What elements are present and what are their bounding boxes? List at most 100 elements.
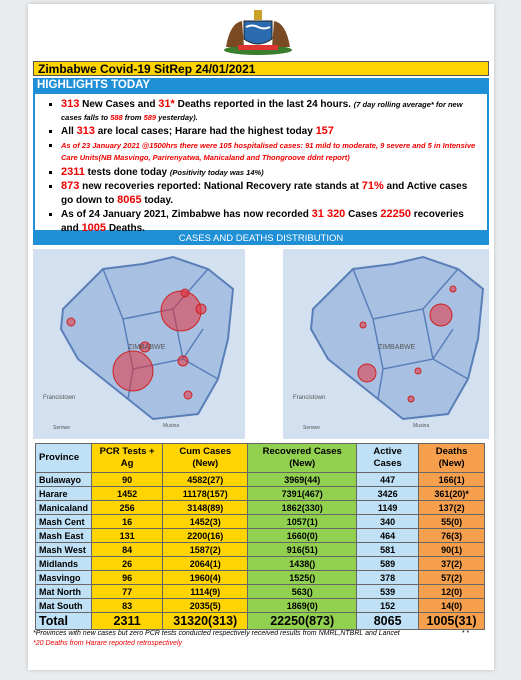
map-label: ZIMBABWE <box>128 344 166 351</box>
table-cell: 1057(1) <box>247 514 358 529</box>
figure: 157 <box>315 125 334 137</box>
text: new recoveries reported: National Recove… <box>79 181 362 192</box>
coat-of-arms <box>224 10 292 55</box>
table-cell: Masvingo <box>34 570 93 585</box>
maps: ZIMBABWE Francistown Musina Serowe ZIMBABWE F… <box>33 249 489 439</box>
table-cell: Mash East <box>34 528 93 543</box>
table-cell: 16 <box>91 514 164 529</box>
table-cell: 77 <box>91 584 164 599</box>
table-cell: 2035(5) <box>162 598 249 613</box>
section-heading: HIGHLIGHTS TODAY <box>33 78 489 92</box>
table-cell: 4582(27) <box>162 472 249 487</box>
footnote-mark: * * <box>461 630 469 637</box>
table-cell: 2311 <box>91 612 164 630</box>
table-cell: 96 <box>91 570 164 585</box>
case-bubble <box>183 390 193 400</box>
column-header: PCR Tests + Ag <box>91 443 164 473</box>
text: All <box>61 126 77 137</box>
figure: 31 320 <box>311 208 346 220</box>
figure: 588 <box>110 112 123 122</box>
text: New Cases and <box>79 99 159 110</box>
table-cell: 31320(313) <box>162 612 249 630</box>
column-header: Active Cases <box>356 443 420 473</box>
table-cell: 137(2) <box>418 500 485 515</box>
figure: 31* <box>158 98 175 110</box>
case-bubble <box>407 395 415 403</box>
bullet: As of 24 January 2021, Zimbabwe has now … <box>61 208 481 235</box>
bullet: 873 new recoveries reported: National Re… <box>61 180 481 207</box>
figure: 8065 <box>117 193 142 206</box>
sitrep-card: Zimbabwe Covid-19 SitRep 24/01/2021 HIGH… <box>28 4 494 670</box>
table-cell: 589 <box>356 556 420 571</box>
table-cell: 3969(44) <box>247 472 358 487</box>
case-bubble <box>139 341 151 353</box>
figure: 71% <box>361 180 384 192</box>
table-cell: 37(2) <box>418 556 485 571</box>
map: ZIMBABWE Francistown Musina Serowe <box>33 249 245 439</box>
case-bubble <box>359 321 367 329</box>
text: tests done today <box>84 166 170 178</box>
column-header: Recovered Cases (New) <box>247 443 358 473</box>
table-cell: 26 <box>91 556 164 571</box>
table-cell: 378 <box>356 570 420 585</box>
table-cell: 563() <box>247 584 358 599</box>
map-label: Serowe <box>53 425 70 431</box>
table-cell: 22250(873) <box>247 612 358 630</box>
footnote-text: *20 Deaths from Harare reported retrospe… <box>33 640 183 647</box>
table-cell: 1452(3) <box>162 514 249 529</box>
table-cell: 166(1) <box>418 472 485 487</box>
table-cell: Bulawayo <box>34 472 93 487</box>
map-label: Serowe <box>303 425 320 431</box>
table-row: Mash West 84 1587(2) 916(51) 581 90(1) <box>34 542 485 557</box>
case-bubble <box>66 317 76 327</box>
text: As of 24 January 2021, Zimbabwe has now … <box>61 209 312 220</box>
table-cell: 11178(157) <box>162 486 249 501</box>
case-bubble <box>177 355 189 367</box>
case-bubble <box>112 350 154 392</box>
table-cell: 1862(330) <box>247 500 358 515</box>
table-cell: 447 <box>356 472 420 487</box>
case-bubble <box>429 303 453 327</box>
table-cell: 1438() <box>247 556 358 571</box>
table-cell: 3148(89) <box>162 500 249 515</box>
table-cell: 581 <box>356 542 420 557</box>
footnote-text: *Provinces with new cases but zero PCR t… <box>33 630 400 637</box>
province-borders <box>352 268 469 400</box>
table-cell: Mat South <box>34 598 93 613</box>
note: yesterday). <box>156 112 198 122</box>
note: (Positivity today was 14%) <box>169 167 264 177</box>
table-cell: 8065 <box>356 612 420 630</box>
figure: 313 <box>76 125 95 137</box>
note: from <box>122 112 144 122</box>
table-cell: 2200(16) <box>162 528 249 543</box>
table-cell: 57(2) <box>418 570 485 585</box>
text: Deaths. <box>106 222 145 234</box>
table-cell: Mat North <box>34 584 93 599</box>
text: Deaths reported in the last 24 hours. <box>174 99 354 110</box>
province-table: Province PCR Tests + Ag Cum Cases (New) Rec… <box>34 443 485 630</box>
text: Cases <box>345 209 381 220</box>
figure: 22250 <box>380 208 411 220</box>
table-cell: Harare <box>34 486 93 501</box>
table-cell: 1525() <box>247 570 358 585</box>
bullet: 2311 tests done today (Positivity today … <box>61 166 481 180</box>
text: are local cases; Harare had the highest … <box>94 126 316 137</box>
table-cell: Manicaland <box>34 500 93 515</box>
total-row: Total 2311 31320(313) 22250(873) 8065 1005(31… <box>34 612 485 630</box>
table-row: Bulawayo 90 4582(27) 3969(44) 447 166(1) <box>34 472 485 487</box>
table-cell: 7391(467) <box>247 486 358 501</box>
map: ZIMBABWE Francistown Musina Serowe <box>283 249 489 439</box>
figure: 873 <box>61 180 80 192</box>
table-cell: Midlands <box>34 556 93 571</box>
table-row: Mat South 83 2035(5) 1869(0) 152 14(0) <box>34 598 485 613</box>
table-cell: 14(0) <box>418 598 485 613</box>
figure: 589 <box>143 112 157 122</box>
case-bubble <box>180 288 190 298</box>
figure: 2311 <box>61 165 85 178</box>
bullet: As of 23 January 2021 @1500hrs there wer… <box>61 140 481 165</box>
table-cell: 12(0) <box>418 584 485 599</box>
table-cell: 1452 <box>91 486 164 501</box>
table-cell: 83 <box>91 598 164 613</box>
table-row: Midlands 26 2064(1) 1438() 589 37(2) <box>34 556 485 571</box>
